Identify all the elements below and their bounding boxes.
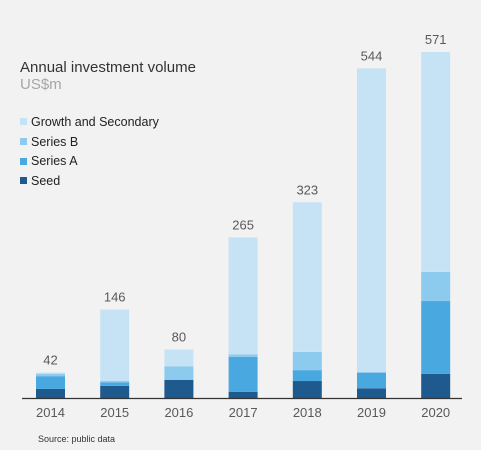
legend-swatch-growth (20, 118, 27, 126)
bar-segment-2016-seed (164, 379, 194, 398)
bar-segment-2015-series-a (100, 382, 130, 386)
x-tick-label-2018: 2018 (293, 405, 322, 420)
x-tick-label-2017: 2017 (229, 405, 258, 420)
bar-segment-2017-seed (228, 391, 258, 398)
legend-swatch-series-a (20, 157, 27, 165)
bar-segment-2019-seed (357, 388, 386, 398)
legend: Growth and Secondary Series B Series A S… (20, 112, 159, 191)
bar-segment-2017-series-a (228, 356, 258, 392)
bar-segment-2017-series-b (228, 354, 258, 357)
legend-item-seed: Seed (20, 171, 159, 191)
legend-label-series-a: Series A (31, 154, 78, 169)
total-label-2015: 146 (104, 290, 126, 305)
bar-segment-2018-series-a (292, 370, 322, 382)
total-label-2016: 80 (172, 330, 186, 345)
x-tick-label-2015: 2015 (100, 405, 129, 420)
bar-segment-2020-series-a (421, 301, 451, 374)
source-note: Source: public data (38, 434, 116, 444)
bar-segment-2015-seed (100, 385, 130, 398)
legend-item-series-b: Series B (20, 132, 159, 152)
x-tick-label-2016: 2016 (164, 405, 193, 420)
total-label-2018: 323 (296, 182, 318, 197)
bar-segment-2018-series-b (292, 351, 322, 371)
chart-subtitle: US$m (20, 76, 62, 93)
x-tick-label-2019: 2019 (357, 405, 386, 420)
total-label-2014: 42 (43, 353, 57, 368)
total-label-2019: 544 (361, 48, 383, 63)
legend-label-seed: Seed (31, 173, 61, 188)
total-label-2020: 571 (425, 32, 447, 47)
bar-segment-2014-growth-and-secondary (36, 372, 65, 374)
bar-segment-2014-seed (36, 388, 65, 398)
bar-segment-2015-growth-and-secondary (100, 309, 130, 382)
legend-label-series-b: Series B (31, 134, 79, 149)
total-label-2017: 265 (232, 217, 254, 232)
x-tick-label-2014: 2014 (36, 405, 65, 420)
chart-title: Annual investment volume (20, 59, 196, 76)
legend-item-series-a: Series A (20, 151, 159, 171)
bar-segment-2015-series-b (100, 381, 130, 383)
legend-swatch-series-b (20, 138, 27, 146)
bar-segment-2020-series-b (421, 271, 451, 302)
bar-segment-2014-series-a (36, 376, 65, 389)
legend-item-growth: Growth and Secondary (20, 112, 159, 132)
bar-segment-2017-growth-and-secondary (228, 237, 258, 355)
legend-swatch-seed (20, 177, 27, 185)
bar-segment-2018-seed (292, 381, 322, 398)
bar-segment-2016-series-b (164, 366, 194, 380)
bar-segment-2020-seed (421, 373, 451, 398)
bar-segment-2016-growth-and-secondary (164, 349, 194, 367)
bar-segment-2019-growth-and-secondary (357, 68, 386, 373)
bar-segment-2018-growth-and-secondary (292, 202, 322, 352)
x-tick-label-2020: 2020 (421, 405, 450, 420)
bar-segment-2020-growth-and-secondary (421, 52, 451, 272)
bar-segment-2014-series-b (36, 373, 65, 377)
legend-label-growth: Growth and Secondary (31, 114, 159, 129)
bar-segment-2019-series-a (357, 372, 386, 389)
